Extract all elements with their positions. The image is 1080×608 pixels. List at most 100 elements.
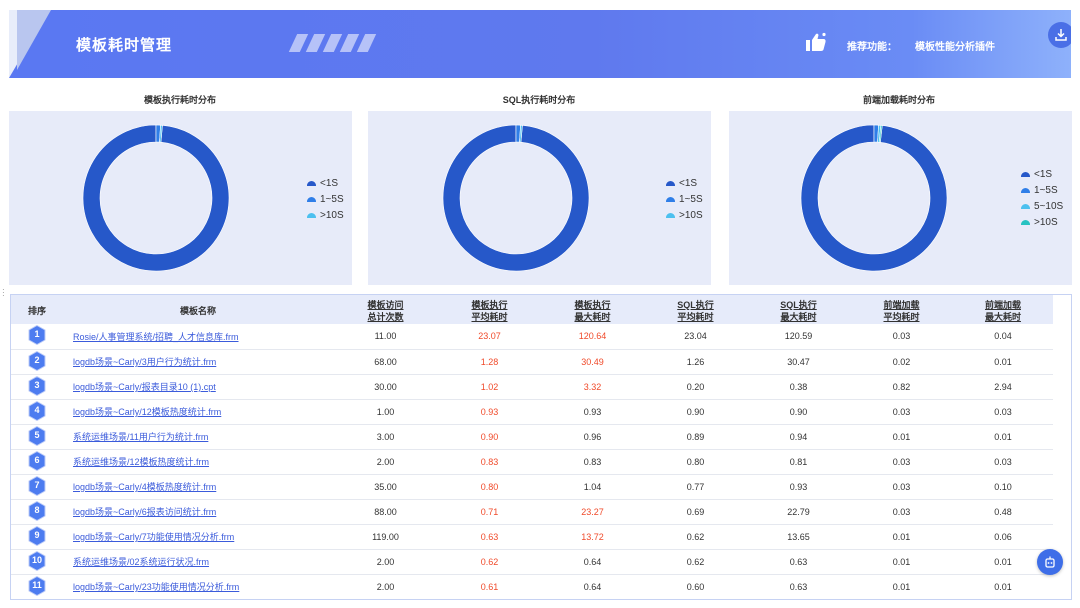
rank-number: 3 (34, 379, 40, 390)
cell-sql-max: 0.63 (789, 556, 808, 567)
column-header-0: 排序 (11, 295, 63, 324)
cell-sql-avg: 23.04 (684, 331, 707, 342)
cell-fe-max: 0.03 (994, 406, 1012, 417)
column-header-line: 最大耗时 (780, 311, 817, 322)
cell-tpl-max: 1.04 (583, 481, 602, 492)
column-header-6[interactable]: SQL执行 最大耗时 (747, 295, 850, 324)
cell-visits: 3.00 (376, 431, 395, 442)
table-row[interactable]: 11 logdb场景~Carly/23功能使用情况分析.frm 2.00 0.61 0.… (11, 574, 1053, 599)
legend-label: 5~10S (1034, 200, 1064, 212)
template-name-cell: 系统运维场景/11用户行为统计.frm (63, 424, 333, 449)
legend-item[interactable]: 5~10S (1021, 198, 1063, 214)
recommend-plugin-link[interactable]: 模板性能分析插件 (915, 42, 995, 53)
cell-tpl-avg: 0.90 (480, 431, 499, 442)
stripes-decoration (288, 34, 383, 52)
column-header-3[interactable]: 模板执行 平均耗时 (438, 295, 541, 324)
column-header-line: 前端加载 (984, 299, 1021, 310)
rank-cell: 1 (11, 324, 63, 349)
template-name-link[interactable]: logdb场景~Carly/报表目录10 (1).cpt (73, 382, 216, 392)
cell-tpl-avg: 0.62 (480, 556, 499, 567)
donut-slice-0[interactable] (82, 124, 230, 272)
donut-slice-2[interactable] (159, 124, 163, 143)
template-name-link[interactable]: 系统运维场景/12模板热度统计.frm (73, 457, 210, 467)
table-row[interactable]: 2 logdb场景~Carly/3用户行为统计.frm 68.00 1.28 30.49… (11, 349, 1053, 374)
legend-item[interactable]: 1~5S (666, 191, 703, 207)
rank-cell: 11 (11, 574, 63, 599)
template-name-link[interactable]: logdb场景~Carly/12模板热度统计.frm (73, 407, 222, 417)
cell-fe-max: 0.10 (994, 481, 1012, 492)
download-button[interactable] (1048, 22, 1071, 48)
cell-fe-avg: 0.82 (892, 381, 911, 392)
column-header-line: 平均耗时 (677, 311, 714, 322)
donut-slice-3[interactable] (878, 124, 883, 143)
legend-item[interactable]: 1~5S (307, 191, 344, 207)
chart-panel-template-exec: <1S 1~5S >10S (9, 111, 352, 285)
template-name-link[interactable]: Rosie/人事管理系统/招聘_人才信息库.frm (73, 331, 239, 342)
assistant-float-button[interactable] (1037, 549, 1063, 575)
column-header-7[interactable]: 前端加载 平均耗时 (850, 295, 953, 324)
legend-item[interactable]: <1S (1021, 166, 1063, 182)
template-name-link[interactable]: logdb场景~Carly/4模板热度统计.frm (73, 482, 217, 492)
column-header-4[interactable]: 模板执行 最大耗时 (541, 295, 644, 324)
donut-chart-frontend-load (800, 124, 948, 272)
column-header-line: 模板执行 (471, 299, 508, 310)
table-row[interactable]: 3 logdb场景~Carly/报表目录10 (1).cpt 30.00 1.02 3.… (11, 374, 1053, 399)
column-header-1: 模板名称 (63, 295, 333, 324)
drag-handle[interactable]: · · · (2, 285, 5, 300)
donut-slice-0[interactable] (800, 124, 948, 272)
template-name-link[interactable]: logdb场景~Carly/7功能使用情况分析.frm (73, 532, 235, 542)
cell-visits: 1.00 (376, 406, 395, 417)
column-header-8[interactable]: 前端加载 最大耗时 (953, 295, 1053, 324)
legend-label: <1S (679, 177, 698, 189)
cell-sql-avg: 0.80 (686, 456, 705, 467)
chart-title-frontend-load: 前端加载耗时分布 (862, 95, 935, 105)
table-row[interactable]: 7 logdb场景~Carly/4模板热度统计.frm 35.00 0.80 1.04 0… (11, 474, 1053, 499)
legend-item[interactable]: <1S (307, 175, 344, 191)
legend-item[interactable]: 1~5S (1021, 182, 1063, 198)
legend-item[interactable]: >10S (1021, 214, 1063, 230)
donut-slice-2[interactable] (519, 124, 523, 143)
rank-cell: 10 (11, 549, 63, 574)
cell-fe-avg: 0.01 (892, 581, 911, 592)
cell-fe-avg: 0.03 (892, 406, 911, 417)
column-header-line: 模板执行 (574, 299, 611, 310)
rank-hexagon-badge: 4 (28, 400, 46, 421)
column-header-2[interactable]: 模板访问 总计次数 (333, 295, 438, 324)
legend-swatch (1021, 219, 1030, 225)
page-title: 模板耗时管理 (76, 37, 173, 54)
template-name-link[interactable]: logdb场景~Carly/3用户行为统计.frm (73, 357, 217, 367)
cell-fe-avg: 0.01 (892, 431, 911, 442)
cell-tpl-max: 30.49 (581, 356, 604, 367)
legend-item[interactable]: >10S (307, 207, 344, 223)
cell-tpl-max: 0.96 (583, 431, 602, 442)
legend-label: >10S (1034, 216, 1058, 228)
template-name-link[interactable]: 系统运维场景/02系统运行状况.frm (73, 557, 210, 567)
rank-hexagon-badge: 8 (28, 500, 46, 521)
header-corner-decoration-inner (17, 10, 51, 70)
cell-fe-max: 0.06 (994, 531, 1012, 542)
template-name-link[interactable]: logdb场景~Carly/23功能使用情况分析.frm (73, 582, 240, 592)
column-header-5[interactable]: SQL执行 平均耗时 (644, 295, 747, 324)
rank-cell: 2 (11, 349, 63, 374)
table-row[interactable]: 9 logdb场景~Carly/7功能使用情况分析.frm 119.00 0.63 13… (11, 524, 1053, 549)
donut-slice-0[interactable] (442, 124, 590, 272)
table-row[interactable]: 4 logdb场景~Carly/12模板热度统计.frm 1.00 0.93 0.93 0… (11, 399, 1053, 424)
rank-hexagon-badge: 11 (28, 575, 46, 596)
template-name-link[interactable]: logdb场景~Carly/6报表访问统计.frm (73, 507, 217, 517)
legend-item[interactable]: >10S (666, 207, 703, 223)
table-row[interactable]: 1 Rosie/人事管理系统/招聘_人才信息库.frm 11.00 23.07 120.… (11, 324, 1053, 349)
legend-label: <1S (320, 177, 339, 189)
rank-number: 5 (34, 429, 40, 440)
legend-item[interactable]: <1S (666, 175, 703, 191)
table-row[interactable]: 5 系统运维场景/11用户行为统计.frm 3.00 0.90 0.96 0.89 0.94… (11, 424, 1053, 449)
legend-swatch (1021, 203, 1030, 209)
legend-label: 1~5S (1034, 184, 1058, 196)
cell-fe-max: 0.04 (994, 331, 1012, 342)
template-name-link[interactable]: 系统运维场景/11用户行为统计.frm (73, 432, 209, 442)
cell-tpl-max: 0.64 (583, 581, 602, 592)
table-row[interactable]: 10 系统运维场景/02系统运行状况.frm 2.00 0.62 0.64 0.62 0.6… (11, 549, 1053, 574)
table-row[interactable]: 8 logdb场景~Carly/6报表访问统计.frm 88.00 0.71 23.27… (11, 499, 1053, 524)
template-name-cell: 系统运维场景/02系统运行状况.frm (63, 549, 333, 574)
table-row[interactable]: 6 系统运维场景/12模板热度统计.frm 2.00 0.83 0.83 0.80 0.81… (11, 449, 1053, 474)
cell-fe-max: 0.03 (994, 456, 1012, 467)
